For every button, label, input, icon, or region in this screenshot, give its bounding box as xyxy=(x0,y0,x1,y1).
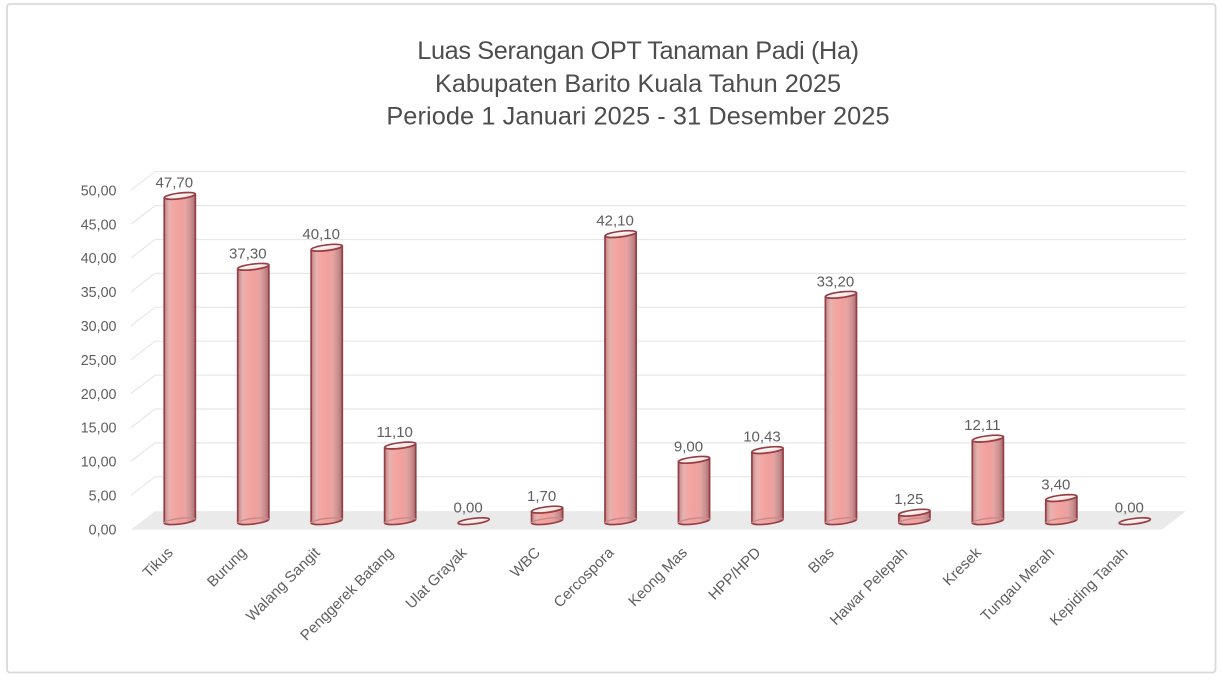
svg-text:15,00: 15,00 xyxy=(81,421,117,437)
svg-text:20,00: 20,00 xyxy=(81,387,117,403)
svg-text:40,00: 40,00 xyxy=(81,251,117,267)
svg-text:37,30: 37,30 xyxy=(229,245,267,262)
svg-text:42,10: 42,10 xyxy=(596,213,634,230)
svg-text:12,11: 12,11 xyxy=(964,417,1000,434)
svg-text:30,00: 30,00 xyxy=(81,319,117,335)
svg-text:Kabupaten Barito Kuala Tahun 2: Kabupaten Barito Kuala Tahun 2025 xyxy=(435,70,841,98)
svg-text:40,10: 40,10 xyxy=(302,226,340,243)
svg-text:11,10: 11,10 xyxy=(376,424,412,441)
svg-text:3,40: 3,40 xyxy=(1041,477,1070,494)
svg-text:0,00: 0,00 xyxy=(453,500,482,517)
svg-text:Periode 1 Januari 2025 - 31 De: Periode 1 Januari 2025 - 31 Desember 202… xyxy=(386,103,889,131)
svg-text:9,00: 9,00 xyxy=(674,438,703,455)
svg-text:Luas Serangan OPT Tanaman Padi: Luas Serangan OPT Tanaman Padi (Ha) xyxy=(417,37,858,65)
svg-text:1,25: 1,25 xyxy=(894,491,923,508)
svg-text:10,00: 10,00 xyxy=(81,455,117,471)
svg-text:0,00: 0,00 xyxy=(89,522,117,538)
svg-text:45,00: 45,00 xyxy=(81,217,117,233)
svg-text:47,70: 47,70 xyxy=(156,174,194,191)
svg-text:1,70: 1,70 xyxy=(527,488,556,505)
svg-text:5,00: 5,00 xyxy=(89,489,117,505)
svg-text:50,00: 50,00 xyxy=(81,183,117,199)
svg-text:25,00: 25,00 xyxy=(81,353,117,369)
svg-text:35,00: 35,00 xyxy=(81,285,117,301)
svg-text:33,20: 33,20 xyxy=(817,273,855,290)
svg-text:0,00: 0,00 xyxy=(1115,500,1144,517)
svg-text:10,43: 10,43 xyxy=(743,429,781,446)
